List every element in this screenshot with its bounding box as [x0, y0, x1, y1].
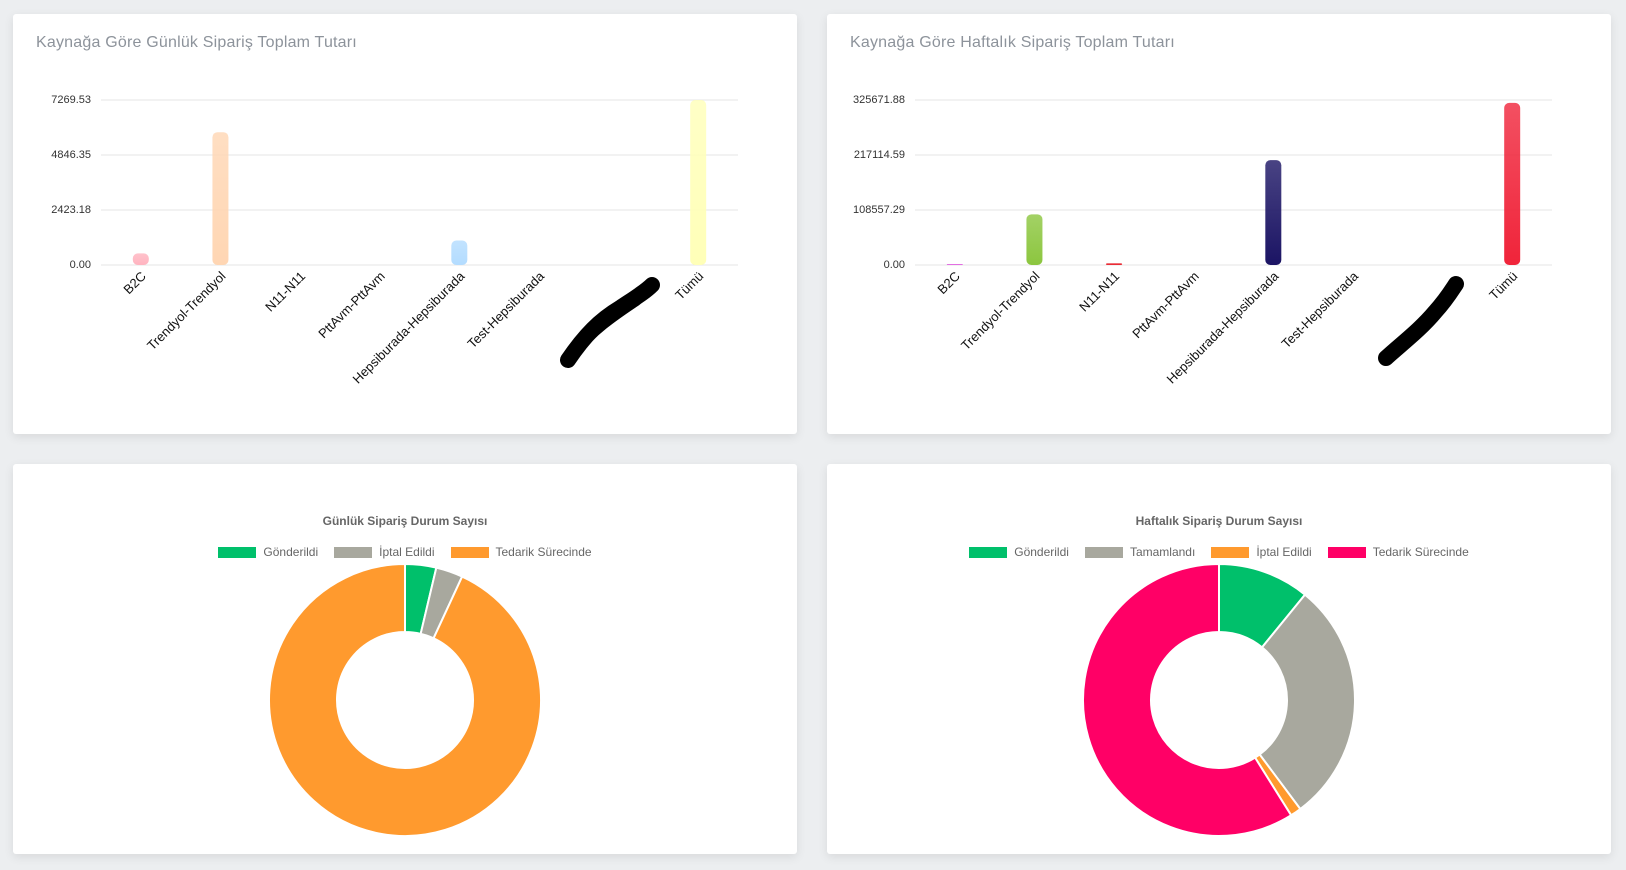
legend-swatch: [218, 546, 257, 558]
bar[interactable]: [1106, 263, 1123, 265]
y-tick-label: 325671.88: [853, 94, 905, 106]
y-tick-label: 217114.59: [854, 149, 905, 161]
legend-item[interactable]: Gönderildi: [218, 545, 318, 559]
daily-order-total-card: Kaynağa Göre Günlük Sipariş Toplam Tutar…: [13, 14, 797, 434]
legend-swatch: [1327, 546, 1366, 558]
legend-label: Gönderildi: [1014, 545, 1069, 559]
legend-swatch: [334, 546, 373, 558]
donut-slice[interactable]: [1082, 562, 1293, 837]
bar[interactable]: [212, 132, 229, 265]
x-tick-label: N11-N11: [262, 269, 308, 315]
legend-label: Tedarik Sürecinde: [495, 545, 592, 559]
legend-item[interactable]: Gönderildi: [969, 545, 1069, 559]
weekly-pie-chart-title: Haftalık Sipariş Durum Sayısı: [1135, 514, 1303, 528]
legend-label: Tamamlandı: [1129, 545, 1196, 559]
legend-item[interactable]: Tedarik Sürecinde: [450, 545, 592, 559]
daily-status-count-card: Günlük Sipariş Durum Sayısı Gönderildi İp…: [13, 464, 797, 854]
y-tick-label: 7269.53: [51, 94, 91, 106]
x-tick-label: B2C: [934, 269, 962, 297]
x-tick-label: Trendyol-Trendyol: [958, 268, 1043, 353]
bar[interactable]: [132, 253, 149, 265]
legend-swatch: [1211, 546, 1250, 558]
y-tick-label: 108557.29: [853, 204, 905, 216]
x-tick-label: Test-Hepsiburada: [464, 268, 547, 351]
daily-bar-chart-title: Kaynağa Göre Günlük Sipariş Toplam Tutar…: [36, 34, 357, 51]
legend-label: İptal Edildi: [379, 545, 435, 559]
bar[interactable]: [1026, 214, 1043, 265]
legend-swatch: [969, 546, 1008, 558]
legend-item[interactable]: Tamamlandı: [1084, 545, 1196, 559]
y-tick-label: 0.00: [884, 259, 905, 271]
y-tick-label: 0.00: [70, 259, 91, 271]
weekly-bar-chart-title: Kaynağa Göre Haftalık Sipariş Toplam Tut…: [850, 34, 1175, 51]
weekly-status-count-card: Haftalık Sipariş Durum Sayısı Gönderildi…: [827, 464, 1611, 854]
weekly-donut-chart: [1082, 562, 1356, 837]
weekly-order-total-card: Kaynağa Göre Haftalık Sipariş Toplam Tut…: [827, 14, 1611, 434]
bar[interactable]: [1504, 102, 1521, 265]
daily-pie-legend: Gönderildi İptal Edildi Tedarik Sürecinde: [13, 545, 797, 559]
x-tick-label: Tümü: [672, 269, 706, 303]
x-tick-label: Test-Hepsiburada: [1278, 268, 1361, 351]
legend-item[interactable]: Tedarik Sürecinde: [1327, 545, 1469, 559]
daily-donut-chart: [268, 562, 542, 837]
y-tick-label: 4846.35: [51, 149, 91, 161]
daily-bar-chart: 0.00 2423.18 4846.35 7269.53 B2CTrendyol-Tre…: [51, 94, 738, 386]
legend-label: Tedarik Sürecinde: [1372, 545, 1469, 559]
y-tick-label: 2423.18: [51, 204, 91, 216]
x-tick-label: Tümü: [1486, 269, 1520, 303]
legend-item[interactable]: İptal Edildi: [1211, 545, 1312, 559]
legend-swatch: [1084, 546, 1123, 558]
legend-label: İptal Edildi: [1256, 545, 1312, 559]
bar[interactable]: [451, 240, 468, 265]
x-tick-label: Trendyol-Trendyol: [144, 268, 229, 353]
bar[interactable]: [690, 100, 707, 265]
donut-slice[interactable]: [268, 562, 542, 837]
donut-slice[interactable]: [1258, 593, 1356, 811]
legend-label: Gönderildi: [263, 545, 319, 559]
weekly-bar-chart: 0.00 108557.29 217114.59 325671.88 B2CTrendy…: [853, 94, 1552, 386]
bar[interactable]: [946, 263, 963, 265]
legend-item[interactable]: İptal Edildi: [334, 545, 435, 559]
x-tick-label: PttAvm-PttAvm: [315, 269, 388, 342]
x-tick-label: B2C: [120, 269, 148, 297]
daily-pie-chart-title: Günlük Sipariş Durum Sayısı: [322, 514, 488, 528]
legend-swatch: [450, 546, 489, 558]
weekly-pie-legend: Gönderildi Tamamlandı İptal Edildi Tedarik …: [827, 545, 1611, 559]
x-tick-label: N11-N11: [1076, 269, 1122, 315]
bar[interactable]: [1265, 160, 1282, 265]
x-tick-label: PttAvm-PttAvm: [1129, 269, 1202, 342]
